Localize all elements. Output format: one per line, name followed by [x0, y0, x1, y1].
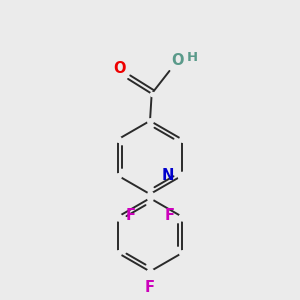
- Text: F: F: [164, 208, 174, 223]
- Text: H: H: [187, 51, 198, 64]
- Text: N: N: [162, 168, 174, 183]
- Text: O: O: [171, 53, 184, 68]
- Text: F: F: [145, 280, 155, 295]
- Text: O: O: [113, 61, 125, 76]
- Text: F: F: [126, 208, 136, 223]
